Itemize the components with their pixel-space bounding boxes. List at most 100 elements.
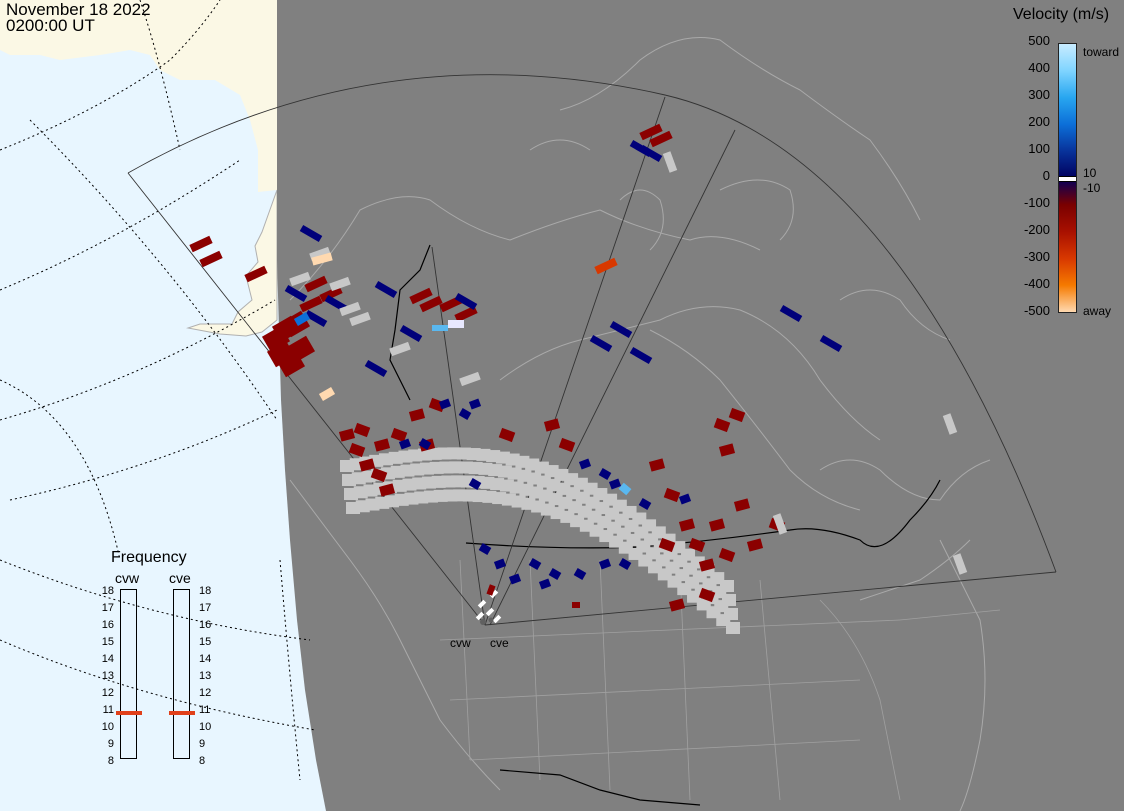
scatter-cell [598,558,612,570]
scatter-cell [538,578,552,590]
scatter-cell [338,428,356,442]
scatter-cell [304,275,328,293]
scatter-cell [733,498,751,512]
velocity-colorbar [1058,43,1077,313]
scatter-cell [658,537,676,553]
night-region [277,0,1124,811]
zero-band [1059,176,1076,182]
frequency-scale-number: 14 [101,653,114,665]
frequency-scale-number: 12 [199,687,212,699]
scatter-cell [638,498,652,510]
scatter-cell [454,292,478,311]
negative-threshold-label: -10 [1083,181,1101,195]
scatter-cell [378,483,396,497]
velocity-tick-label: 100 [1028,141,1050,156]
scatter-cell [629,346,653,365]
scatter-cell [548,568,562,580]
scatter-cell [324,294,348,313]
scatter-cell [662,151,678,173]
scatter-cell [668,598,686,612]
frequency-scale-number: 18 [101,585,114,597]
frequency-scale-number: 8 [107,755,114,767]
scatter-cell [319,285,343,303]
scatter-cell [370,467,388,483]
map-date: November 18 2022 [6,0,151,19]
frequency-scale-number: 15 [101,636,114,648]
scatter-cell [595,502,610,515]
scatter-cell [438,398,452,410]
scatter-cell [819,334,843,353]
frequency-radar-label: cve [169,570,191,586]
scatter-cell [528,558,542,570]
scatter-cell [399,324,423,343]
scatter-cell [389,341,411,357]
frequency-scale-number: 8 [199,755,206,767]
scatter-cell [728,407,746,423]
frequency-radar-label: cvw [115,570,140,586]
scatter-cell [364,359,388,378]
scatter-cell [304,309,328,328]
positive-threshold-label: 10 [1083,166,1097,180]
frequency-scale-number: 13 [199,670,212,682]
scatter-cell [419,295,443,313]
velocity-tick-label: 200 [1028,114,1050,129]
scatter-cell [284,284,308,303]
state-borders [439,559,1001,801]
daylit-land [0,0,277,192]
scatter-cell [348,442,366,458]
scatter-cell [618,558,632,570]
radar-fov [127,74,1057,626]
scatter-cell [318,387,336,401]
scatter-cell [713,417,731,433]
scatter-cell [339,301,361,317]
scatter-cell [373,438,391,452]
velocity-cells [189,123,968,634]
scatter-cell [678,493,692,505]
velocity-tick-label: -300 [1023,249,1050,264]
velocity-tick-label: 0 [1042,168,1050,183]
scatter-cell [199,250,223,268]
scatter-cell [475,611,485,621]
scatter-cell [353,422,371,438]
frequency-scale-number: 9 [199,738,206,750]
scatter-cell [355,500,370,513]
scatter-cell [454,305,478,323]
velocity-tick-label: 300 [1028,87,1050,102]
scatter-cell [432,325,448,331]
scatter-cell [589,334,613,353]
scatter-cell [508,573,522,585]
scatter-cell [485,607,495,617]
velocity-legend-title: Velocity (m/s) [1013,6,1110,23]
frequency-scale-number: 10 [101,721,114,733]
scatter-cell [189,235,213,253]
toward-label: toward [1083,45,1120,59]
scatter-cell [311,252,333,266]
scatter-cell [573,568,587,580]
scatter-cell [594,257,618,275]
scatter-cell [498,427,516,443]
scatter-cell [779,304,803,323]
scatter-cell [772,513,788,535]
grid-lines [0,0,316,781]
frequency-scale-number: 13 [101,670,114,682]
scatter-cell [678,518,696,532]
away-label: away [1083,304,1112,318]
scatter-cell [609,320,633,339]
scatter-cell [493,558,507,570]
velocity-tick-label: -500 [1023,303,1050,318]
scatter-cell [718,443,736,457]
scatter-cell [708,518,726,532]
frequency-scale-number: 10 [199,721,212,733]
frequency-scale-number: 16 [199,619,212,631]
scatter-cell [726,622,740,634]
frequency-scale-number: 18 [199,585,212,597]
scatter-cell [408,408,426,422]
scatter-cell [746,538,764,552]
frequency-scale-number: 16 [101,619,114,631]
scatter-cell [618,482,632,496]
frequency-scale-number: 11 [199,704,211,716]
scatter-cell [409,287,433,305]
scatter-cell [448,320,464,328]
scatter-cell [418,438,432,450]
map-time: 0200:00 UT [6,16,95,35]
